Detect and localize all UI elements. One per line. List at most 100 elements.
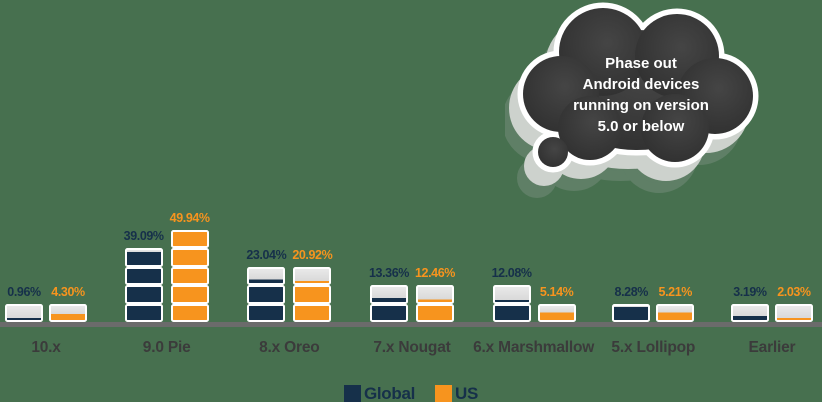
- bar: [369, 285, 408, 322]
- bar: [247, 266, 286, 322]
- bar: [774, 303, 813, 322]
- legend: Global US: [0, 385, 822, 402]
- bar: [612, 303, 651, 322]
- bar-block: [124, 303, 163, 322]
- bar-pair: 23.04% 20.92%: [246, 247, 333, 322]
- bar-block: [656, 303, 695, 322]
- legend-swatch-global: [343, 385, 361, 402]
- category-group: 13.36% 12.46% 7.x Nougat: [369, 266, 455, 356]
- legend-label-us: US: [455, 384, 479, 402]
- bar: [730, 303, 769, 322]
- bar-column: 4.30%: [49, 285, 87, 322]
- bar-block: [369, 303, 408, 322]
- bar: [537, 303, 576, 322]
- bar-block: [247, 285, 286, 304]
- bar-column: 39.09%: [124, 229, 164, 322]
- category-group: 8.28% 5.21% 5.x Lollipop: [611, 284, 695, 356]
- value-label: 5.21%: [658, 284, 693, 299]
- cloud-annotation-line: running on version: [573, 97, 709, 114]
- legend-label-global: Global: [363, 384, 416, 402]
- bar-column: 2.03%: [774, 284, 813, 322]
- bar-pair: 13.36% 12.46%: [369, 266, 455, 322]
- value-label: 3.19%: [733, 284, 767, 299]
- bar-column: 49.94%: [170, 211, 210, 322]
- bar-block: [170, 230, 209, 249]
- bar-block: [774, 303, 813, 322]
- bar-block: [293, 266, 332, 286]
- legend-item-us: US: [435, 385, 478, 402]
- bar-block: [247, 303, 286, 322]
- bar-block: [170, 248, 209, 267]
- bar-block: [247, 266, 286, 286]
- bar-pair: 8.28% 5.21%: [612, 284, 695, 322]
- bar-block: [124, 285, 163, 304]
- bar: [656, 303, 695, 322]
- bar-block: [124, 266, 163, 286]
- bar-column: 5.21%: [656, 284, 695, 322]
- bar: [415, 285, 454, 322]
- bar-block: [5, 303, 43, 322]
- bar-block: [293, 303, 332, 322]
- bar: [124, 248, 163, 322]
- bar-block: [293, 285, 332, 304]
- category-label: 9.0 Pie: [142, 339, 191, 356]
- bar-block: [730, 303, 769, 322]
- bar-pair: 39.09% 49.94%: [124, 211, 210, 322]
- category-group: 0.96% 4.30% 10.x: [5, 285, 87, 356]
- category-label: 6.x Marshmallow: [473, 339, 595, 356]
- value-label: 8.28%: [614, 284, 649, 299]
- x-axis-line: [0, 322, 822, 327]
- bar: [5, 303, 43, 322]
- value-label: 12.08%: [491, 266, 532, 281]
- value-label: 13.36%: [368, 266, 409, 281]
- bar: [49, 303, 87, 322]
- bar-block: [492, 303, 531, 322]
- value-label: 0.96%: [7, 284, 41, 299]
- value-label: 39.09%: [123, 229, 164, 244]
- category-label: 5.x Lollipop: [611, 339, 696, 356]
- value-label: 23.04%: [246, 247, 287, 262]
- bar-pair: 3.19% 2.03%: [730, 284, 813, 322]
- category-group: 3.19% 2.03% Earlier: [730, 284, 813, 356]
- bar: [170, 230, 209, 322]
- bar-column: 23.04%: [246, 247, 287, 322]
- bar-block: [415, 285, 454, 304]
- cloud-annotation-line: Phase out: [605, 55, 677, 72]
- bar-block: [369, 285, 408, 304]
- bar-column: 20.92%: [292, 247, 333, 322]
- bar-pair: 0.96% 4.30%: [5, 285, 87, 322]
- category-label: 7.x Nougat: [373, 339, 451, 356]
- bar-block: [124, 248, 163, 267]
- bar-block: [170, 303, 209, 322]
- cloud-annotation-line: Android devices: [582, 76, 700, 93]
- value-label: 4.30%: [51, 284, 85, 299]
- cloud-annotation-line: 5.0 or below: [597, 118, 685, 135]
- value-label: 2.03%: [777, 284, 811, 299]
- bar-column: 3.19%: [730, 284, 769, 322]
- bar-column: 12.08%: [492, 266, 532, 322]
- bar-block: [415, 303, 454, 322]
- bar-block: [537, 303, 576, 322]
- legend-item-global: Global: [343, 384, 416, 402]
- category-label: Earlier: [748, 339, 796, 356]
- value-label: 49.94%: [169, 211, 210, 226]
- bar-block: [170, 266, 209, 286]
- category-group: 12.08% 5.14% 6.x Marshmallow: [473, 266, 594, 356]
- bar-column: 12.46%: [415, 266, 455, 322]
- bar-column: 0.96%: [5, 285, 43, 322]
- bar-column: 8.28%: [612, 284, 651, 322]
- value-label: 12.46%: [414, 266, 455, 281]
- category-label: 10.x: [31, 339, 61, 356]
- category-group: 23.04% 20.92% 8.x Oreo: [246, 247, 333, 356]
- cloud-annotation: Phase out Android devices running on ver…: [556, 53, 726, 137]
- bar-block: [492, 285, 531, 304]
- bar-pair: 12.08% 5.14%: [492, 266, 576, 322]
- category-group: 39.09% 49.94% 9.0 Pie: [124, 211, 210, 356]
- value-label: 5.14%: [539, 284, 574, 299]
- bar-block: [612, 303, 651, 322]
- bar-groups: 0.96% 4.30% 10.x 39.09% 49.94% 9.0 Pie 23.04% 2…: [0, 211, 822, 356]
- bar-column: 5.14%: [537, 284, 576, 322]
- value-label: 20.92%: [292, 247, 333, 262]
- legend-swatch-us: [435, 385, 453, 402]
